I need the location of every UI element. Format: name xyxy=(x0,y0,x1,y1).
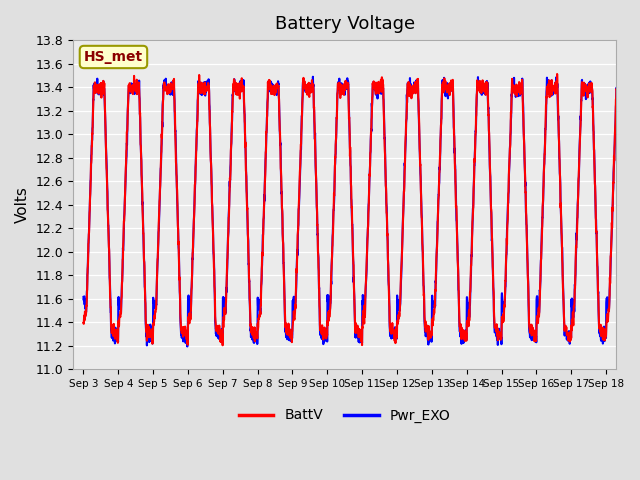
Text: HS_met: HS_met xyxy=(84,50,143,64)
Legend: BattV, Pwr_EXO: BattV, Pwr_EXO xyxy=(233,403,456,428)
Y-axis label: Volts: Volts xyxy=(15,186,30,223)
Title: Battery Voltage: Battery Voltage xyxy=(275,15,415,33)
